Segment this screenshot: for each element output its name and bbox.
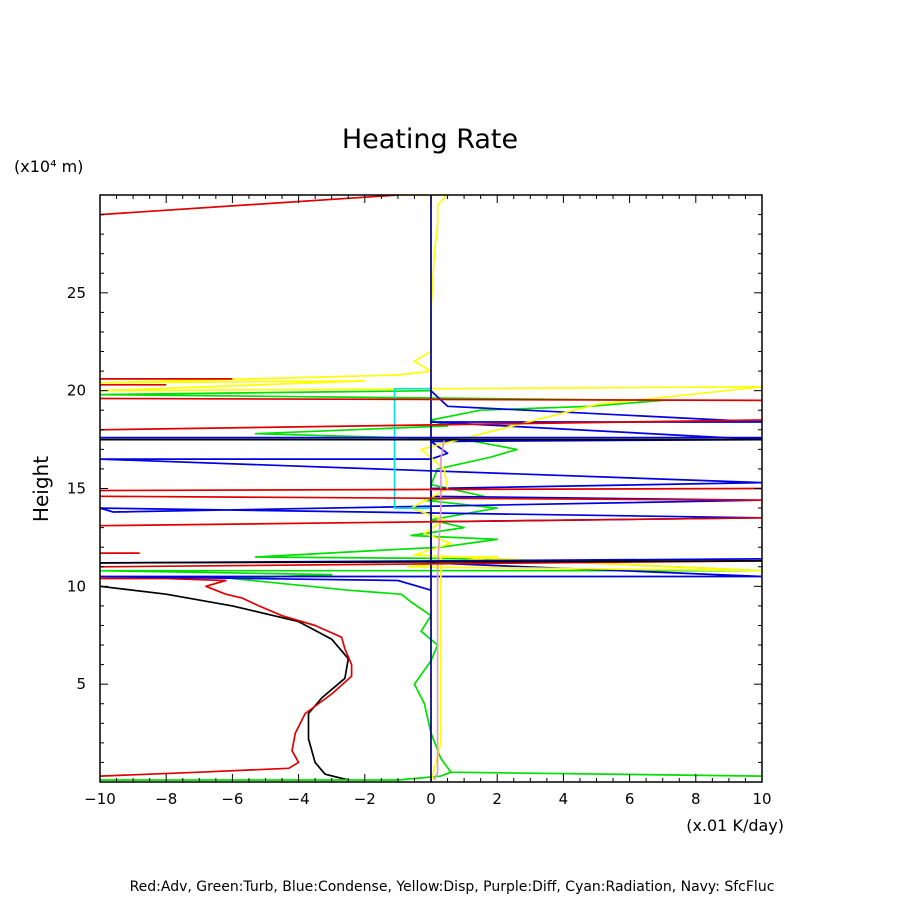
y-tick-label: 10	[67, 577, 86, 595]
chart-title: Heating Rate	[342, 124, 518, 155]
series-line-total	[100, 585, 350, 781]
y-axis-label: Height	[29, 456, 53, 522]
series-line-total-spike-1	[100, 560, 762, 564]
legend-text: Red:Adv, Green:Turb, Blue:Condense, Yell…	[130, 879, 775, 895]
x-tick-label: 10	[752, 790, 771, 808]
x-unit-label: (x.01 K/day)	[686, 816, 784, 835]
series-line-adv-spike-5	[100, 487, 762, 492]
series-line-diff	[433, 439, 446, 781]
series-line-adv-spike-4	[100, 495, 762, 502]
x-tick-label: −4	[288, 790, 310, 808]
y-tick-label: 15	[67, 480, 86, 498]
series-line-adv-spike-7	[100, 397, 762, 402]
series-line-adv	[100, 577, 353, 777]
y-tick-label: 20	[67, 382, 86, 400]
series-layer	[100, 195, 762, 782]
y-tick-label: 25	[67, 284, 86, 302]
x-tick-label: 0	[426, 790, 436, 808]
series-line-adv-spike-6	[100, 419, 762, 431]
x-tick-label: 4	[559, 790, 569, 808]
x-tick-label: −6	[221, 790, 243, 808]
x-tick-label: 2	[492, 790, 502, 808]
x-tick-label: −10	[84, 790, 116, 808]
x-tick-label: −8	[155, 790, 177, 808]
y-unit-label: (x10⁴ m)	[14, 157, 83, 176]
series-line-radiation	[393, 387, 431, 509]
x-tick-label: −2	[354, 790, 376, 808]
y-tick-label: 5	[76, 675, 86, 693]
x-tick-label: 8	[691, 790, 701, 808]
series-line-adv-spike-3	[100, 516, 762, 527]
x-tick-label: 6	[625, 790, 635, 808]
series-line-turb	[100, 389, 762, 781]
axis-layer: −10 −8 −6 −4 −2 0 2 4 6 8 10 5 10 15 20 25	[67, 194, 772, 808]
